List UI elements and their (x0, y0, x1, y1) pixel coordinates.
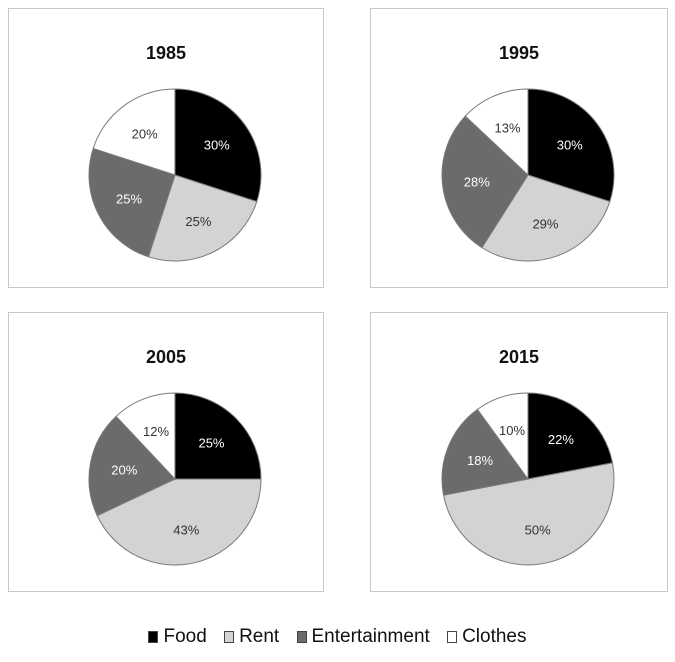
pie-slice-food (527, 392, 614, 480)
pie-data-label-entertainment: 20% (111, 462, 137, 477)
pie-slice-clothes (92, 88, 176, 176)
pie-slice-entertainment (88, 415, 176, 517)
pie-data-label-rent: 43% (173, 522, 199, 537)
pie-data-label-food: 30% (204, 138, 230, 153)
chart-title: 1995 (498, 43, 540, 63)
pie-chart-svg: 30% 29% 28% 13% (441, 88, 615, 262)
pie-slice-food (174, 88, 262, 203)
pie-slice-entertainment (441, 115, 529, 249)
legend-item-rent: Rent (224, 626, 279, 648)
legend-label: Rent (239, 626, 280, 647)
pie-chart-svg: 25% 43% 20% 12% (88, 392, 262, 566)
legend-swatch (296, 631, 307, 643)
legend-swatch (447, 631, 458, 643)
pie-slice-clothes (476, 392, 529, 481)
pie-data-label-clothes: 12% (143, 424, 169, 439)
pie-data-label-rent: 25% (185, 214, 211, 229)
pie-data-label-food: 25% (198, 436, 224, 451)
legend-label: Food (163, 626, 207, 647)
pie-chart-svg: 30% 25% 25% 20% (88, 88, 262, 262)
pie-data-label-clothes: 13% (494, 121, 520, 136)
legend-label: Clothes (462, 626, 527, 647)
pie-panel-1985: 1985 30% 25% 25% 20% (8, 8, 324, 288)
pie-slice-food (527, 88, 615, 203)
legend-swatch (224, 631, 235, 643)
pie-slice-rent (442, 462, 615, 566)
pie-data-label-entertainment: 28% (464, 174, 490, 189)
chart-title: 1985 (145, 43, 187, 63)
chart-title: 2015 (498, 347, 540, 367)
pie-panel-2005: 2005 25% 43% 20% 12% (8, 312, 324, 592)
pie-data-label-clothes: 20% (132, 126, 158, 141)
legend-item-clothes: Clothes (447, 626, 527, 648)
legend-item-entertainment: Entertainment (296, 626, 430, 648)
legend-item-food: Food (148, 626, 207, 648)
pie-data-label-rent: 50% (525, 523, 551, 538)
legend: Food Rent Entertainment Clothes (0, 626, 675, 649)
pie-slice-rent (147, 174, 258, 262)
pie-data-label-clothes: 10% (499, 423, 525, 438)
pie-data-label-rent: 29% (532, 217, 558, 232)
pie-data-label-entertainment: 18% (467, 453, 493, 468)
legend-label: Entertainment (311, 626, 430, 647)
pie-data-label-food: 22% (548, 432, 574, 447)
pie-slice-clothes (464, 88, 529, 177)
pie-slice-clothes (115, 392, 176, 481)
pie-slice-entertainment (88, 147, 176, 258)
chart-title: 2005 (145, 347, 187, 367)
pie-slice-food (174, 392, 262, 480)
pie-slice-entertainment (441, 408, 529, 496)
pie-slice-rent (481, 174, 611, 262)
pie-data-label-food: 30% (557, 138, 583, 153)
legend-swatch (148, 631, 159, 643)
pie-panel-1995: 1995 30% 29% 28% 13% (370, 8, 668, 288)
pie-chart-svg: 22% 50% 18% 10% (441, 392, 615, 566)
pie-slice-rent (96, 478, 262, 566)
pie-panel-2015: 2015 22% 50% 18% 10% (370, 312, 668, 592)
pie-data-label-entertainment: 25% (116, 191, 142, 206)
